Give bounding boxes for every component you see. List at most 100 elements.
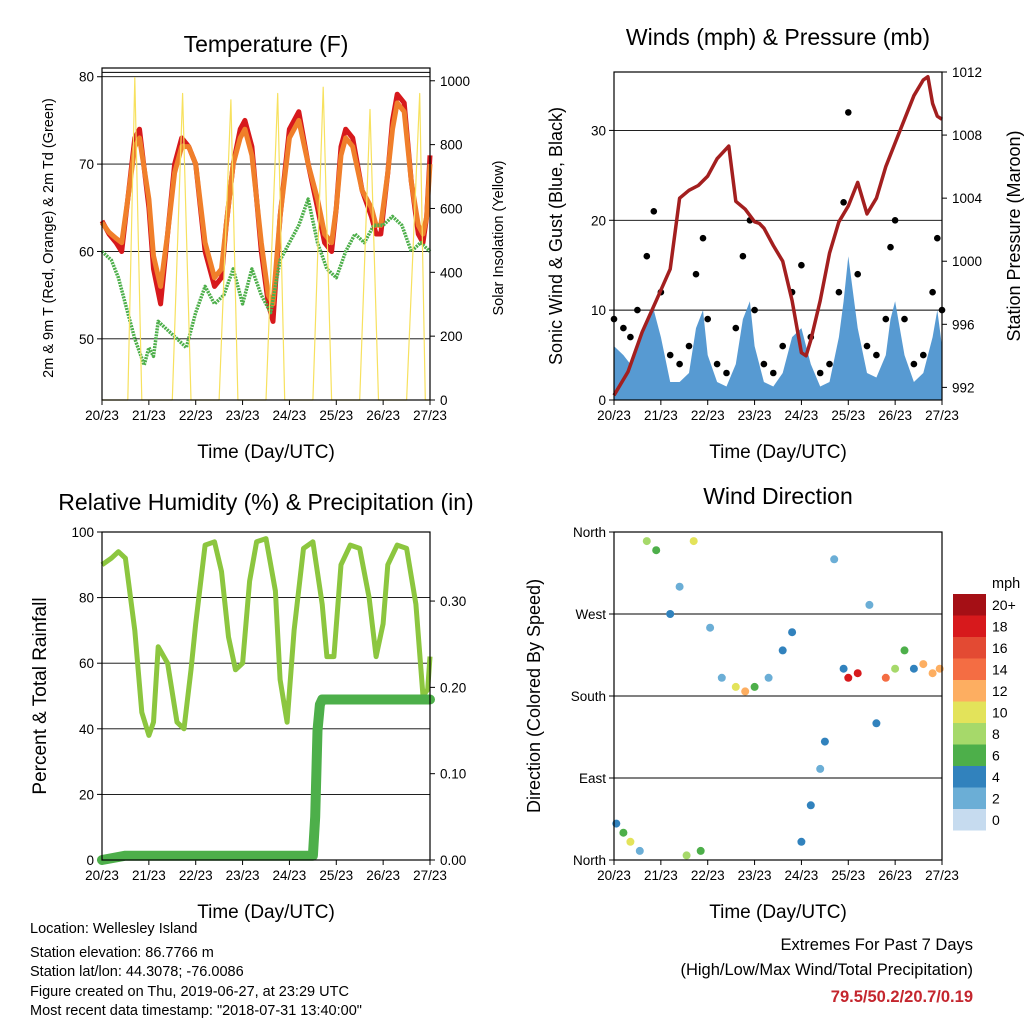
wdir-point — [750, 682, 759, 691]
wind-gust-point — [929, 288, 936, 296]
wind-xtick-label: 24/23 — [785, 408, 819, 423]
wdir-point — [642, 537, 651, 546]
footer-recent: Most recent data timestamp: "2018-07-31 … — [30, 1003, 362, 1019]
temp-xtick-label: 26/23 — [366, 408, 400, 423]
wind-gust-point — [770, 369, 777, 377]
wind-gust-point — [826, 360, 833, 368]
temp-xtick-label: 20/23 — [85, 408, 119, 423]
wind-gust-point — [910, 360, 918, 368]
wind-plot-frame — [613, 71, 943, 401]
rh-ytick-label: 20 — [79, 787, 94, 802]
wind-gust-point — [854, 270, 861, 278]
wdir-legend-swatch — [953, 787, 986, 809]
wdir-legend-swatch — [953, 744, 986, 766]
wind-gust-point — [887, 243, 894, 251]
wind-gust-point — [863, 342, 871, 350]
temp-xtick-label: 27/23 — [413, 408, 447, 423]
wind-y2tick-label: 992 — [952, 380, 975, 395]
wind-ytick-label: 20 — [591, 213, 606, 228]
wdir-point — [830, 555, 839, 564]
rh-xtick-label: 21/23 — [132, 868, 166, 883]
wdir-legend-swatch — [953, 594, 986, 616]
footer-elevation: Station elevation: 86.7766 m — [30, 945, 214, 961]
wdir-xtick-label: 23/23 — [738, 868, 772, 883]
wdir-legend-label: 10 — [992, 705, 1008, 721]
rh-ytick-label: 0 — [86, 853, 94, 868]
wind-gust-point — [845, 109, 852, 116]
wdir-point — [717, 673, 726, 682]
wind-y2label: Station Pressure (Maroon) — [1004, 130, 1024, 341]
wdir-legend-swatch — [953, 637, 986, 659]
temp-y2tick-label: 0 — [440, 393, 448, 408]
wdir-xtick-label: 20/23 — [597, 868, 631, 883]
wind-ytick-label: 10 — [591, 303, 606, 318]
rh-xtick-label: 27/23 — [413, 868, 447, 883]
wdir-point — [731, 682, 740, 691]
wind-gust-point — [713, 360, 721, 368]
wind-y2tick-label: 1012 — [952, 65, 982, 80]
wdir-point — [635, 846, 644, 855]
wind-gust-point — [816, 369, 824, 377]
wind-xtick-label: 22/23 — [691, 408, 725, 423]
temp-ytick-label: 70 — [79, 157, 94, 172]
wdir-point — [839, 664, 848, 673]
extremes-values: 79.5/50.2/20.7/0.19 — [830, 988, 973, 1006]
rh-xtick-label: 22/23 — [179, 868, 213, 883]
wind-gust-point — [692, 270, 700, 278]
wind-gust-point — [704, 315, 711, 323]
wdir-xtick-label: 25/23 — [831, 868, 865, 883]
footer-created: Figure created on Thu, 2019-06-27, at 23… — [30, 984, 349, 1000]
wind-gust-point — [732, 324, 740, 332]
rh-xlabel: Time (Day/UTC) — [197, 902, 335, 923]
wdir-point — [806, 801, 815, 810]
temp-y2tick-label: 600 — [440, 201, 463, 216]
temp-xtick-label: 23/23 — [226, 408, 260, 423]
wind-gust-point — [650, 208, 658, 215]
wdir-legend-swatch — [953, 723, 986, 745]
wdir-legend-label: 4 — [992, 769, 1000, 785]
footer-location: Location: Wellesley Island — [30, 921, 198, 937]
wdir-point — [626, 837, 635, 846]
wdir-point — [872, 719, 881, 728]
wind-gust-point — [901, 315, 908, 323]
wind-y2tick-label: 996 — [952, 317, 975, 332]
wdir-point — [865, 600, 874, 609]
wdir-point — [675, 582, 684, 591]
wind-gust-point — [699, 234, 707, 242]
wdir-point — [741, 687, 750, 696]
wdir-point — [909, 664, 918, 673]
wdir-legend-label: 16 — [992, 640, 1008, 656]
wind-gust-point — [685, 342, 693, 350]
wind-gust-point — [798, 261, 805, 269]
wind-gust-point — [643, 252, 651, 260]
rh-xtick-label: 24/23 — [273, 868, 307, 883]
temp-xtick-label: 25/23 — [319, 408, 353, 423]
wind-gust-point — [620, 324, 627, 332]
wdir-ytick-label: West — [575, 607, 606, 622]
wind-gust-point — [882, 315, 890, 323]
rh-plot-frame — [101, 531, 431, 861]
wdir-xtick-label: 24/23 — [785, 868, 819, 883]
wdir-xtick-label: 22/23 — [691, 868, 725, 883]
wdir-legend-swatch — [953, 809, 986, 831]
wdir-point — [682, 851, 691, 860]
wdir-point — [900, 646, 909, 655]
wdir-ytick-label: North — [573, 525, 606, 540]
wdir-legend-swatch — [953, 615, 986, 637]
wdir-xtick-label: 26/23 — [878, 868, 912, 883]
wdir-legend-label: 18 — [992, 619, 1008, 635]
wdir-point — [816, 764, 825, 773]
wdir-legend-label: 2 — [992, 791, 1000, 807]
wind-xtick-label: 25/23 — [831, 408, 865, 423]
temp-plot-frame — [101, 67, 431, 401]
wind-y2tick-label: 1008 — [952, 128, 982, 143]
footer-latlon: Station lat/lon: 44.3078; -76.0086 — [30, 964, 244, 980]
extremes-title: Extremes For Past 7 Days — [780, 936, 973, 954]
temp-xlabel: Time (Day/UTC) — [197, 442, 335, 463]
wdir-point — [853, 669, 862, 678]
wind-gust-point — [634, 306, 641, 314]
temp-y2tick-label: 1000 — [440, 74, 470, 89]
wdir-legend-title: mph — [992, 576, 1020, 592]
wdir-ytick-label: East — [579, 771, 606, 786]
wind-title: Winds (mph) & Pressure (mb) — [626, 24, 930, 50]
